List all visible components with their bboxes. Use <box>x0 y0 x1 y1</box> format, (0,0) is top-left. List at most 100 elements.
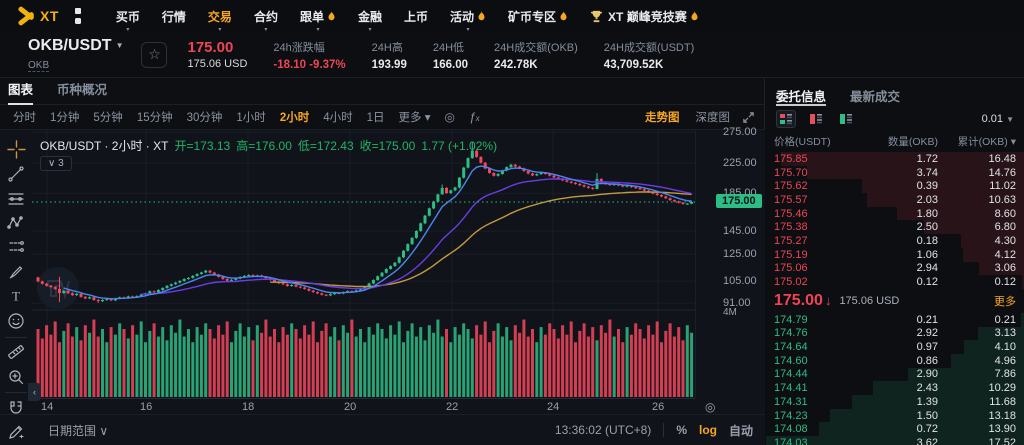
nav-item-9[interactable]: XT 巅峰竞技赛 <box>590 8 699 25</box>
emoji-icon[interactable] <box>3 309 29 332</box>
ask-row[interactable]: 175.38 2.50 6.80 <box>766 220 1024 235</box>
nav-item-6[interactable]: 上币 <box>404 8 428 25</box>
favorite-star-icon[interactable]: ☆ <box>141 41 168 68</box>
ask-row[interactable]: 175.46 1.80 8.60 <box>766 206 1024 221</box>
ruler-icon[interactable] <box>3 340 29 363</box>
precision-dropdown[interactable]: 0.01 ▼ <box>981 113 1014 125</box>
axis-settings-icon[interactable]: ◎ <box>705 400 716 414</box>
indicators-collapsed-badge[interactable]: ∨ 3 <box>40 156 72 171</box>
drawing-toolbar: T <box>0 130 32 445</box>
current-price-badge: 175.00 <box>716 193 762 208</box>
mode-asks-only-icon[interactable] <box>806 110 826 128</box>
nav-item-1[interactable]: 行情 <box>162 8 186 25</box>
order-price: 175.57 <box>774 193 808 206</box>
timeframe-1日[interactable]: 1日 <box>366 112 385 124</box>
ask-row[interactable]: 175.85 1.72 16.48 <box>766 152 1024 166</box>
toggle-line-chart[interactable]: 走势图 <box>645 112 680 124</box>
nav-item-5[interactable]: 金融 ▾ <box>358 8 382 33</box>
apps-grid-icon[interactable] <box>74 8 91 24</box>
forecast-icon[interactable] <box>3 236 29 259</box>
tab-coin-overview[interactable]: 币种概况 <box>57 82 108 97</box>
ask-row[interactable]: 175.27 0.18 4.30 <box>766 234 1024 248</box>
draw-edit-icon[interactable] <box>3 421 29 444</box>
order-price: 174.31 <box>774 395 808 408</box>
trend-line-icon[interactable] <box>3 162 29 185</box>
auto-scale-button[interactable]: 自动 <box>728 423 753 438</box>
bid-row[interactable]: 174.76 2.92 3.13 <box>766 326 1024 341</box>
base-symbol[interactable]: OKB <box>28 59 50 72</box>
legend-low: 低=172.43 <box>297 139 354 153</box>
ask-row[interactable]: 175.19 1.06 4.12 <box>766 247 1024 262</box>
orderbook-mid-price[interactable]: 175.00 ↓ 175.06 USD 更多 <box>766 289 1024 313</box>
ask-row[interactable]: 175.57 2.03 10.63 <box>766 193 1024 207</box>
bid-row[interactable]: 174.31 1.39 11.68 <box>766 395 1024 409</box>
bid-row[interactable]: 174.23 1.50 13.18 <box>766 408 1024 423</box>
nav-item-4[interactable]: 跟单 ▾ <box>300 8 336 33</box>
timeframe-30分钟[interactable]: 30分钟 <box>186 112 223 124</box>
more-link[interactable]: 更多 <box>994 295 1016 308</box>
fullscreen-expand-icon[interactable] <box>742 111 755 124</box>
bid-row[interactable]: 174.44 2.90 7.86 <box>766 367 1024 382</box>
chart-settings-icon[interactable]: ◎ <box>444 110 455 124</box>
chart-canvas[interactable] <box>32 130 695 398</box>
ask-row[interactable]: 175.70 3.74 14.76 <box>766 165 1024 180</box>
timeframe-1分钟[interactable]: 1分钟 <box>50 112 80 124</box>
xabcd-pattern-icon[interactable] <box>3 211 29 234</box>
tab-chart[interactable]: 图表 <box>8 78 34 105</box>
timeframe-15分钟[interactable]: 15分钟 <box>136 112 173 124</box>
crosshair-icon[interactable] <box>3 138 29 161</box>
timeframe-2小时[interactable]: 2小时 <box>279 112 310 124</box>
fib-retracement-icon[interactable] <box>3 187 29 210</box>
toggle-depth-chart[interactable]: 深度图 <box>695 112 731 124</box>
timeframe-4小时[interactable]: 4小时 <box>323 112 353 124</box>
bid-row[interactable]: 174.60 0.86 4.96 <box>766 353 1024 368</box>
timeframe-5分钟[interactable]: 5分钟 <box>93 112 123 124</box>
mode-bids-only-icon[interactable] <box>836 110 856 128</box>
tab-latest-trades[interactable]: 最新成交 <box>850 90 901 104</box>
zoom-in-icon[interactable] <box>3 365 29 388</box>
ask-row[interactable]: 175.06 2.94 3.06 <box>766 261 1024 276</box>
log-scale-button[interactable]: log <box>698 423 717 437</box>
percent-scale-button[interactable]: % <box>676 423 687 437</box>
nav-item-3[interactable]: 合约 ▾ <box>254 8 278 33</box>
toolbar-collapse-handle[interactable]: ‹ <box>28 383 41 401</box>
pair-selector[interactable]: OKB/USDT ▼ OKB <box>28 37 123 73</box>
nav-item-7[interactable]: 活动 ▾ <box>450 8 486 33</box>
ask-row[interactable]: 175.62 0.39 11.02 <box>766 179 1024 194</box>
clock-label[interactable]: 13:36:02 (UTC+8) <box>554 423 652 437</box>
nav-item-2[interactable]: 交易 ▾ <box>208 8 232 33</box>
col-cum[interactable]: 累计(OKB) ▾ <box>957 136 1016 148</box>
nav-item-8[interactable]: 矿币专区 <box>508 8 568 25</box>
bid-row[interactable]: 174.08 0.72 13.90 <box>766 422 1024 437</box>
svg-text:T: T <box>12 289 20 304</box>
order-cum: 14.76 <box>988 166 1016 179</box>
tab-order-info[interactable]: 委托信息 <box>776 86 827 106</box>
xt-logo[interactable]: XT <box>14 6 59 26</box>
order-price: 174.79 <box>774 313 808 326</box>
nav-item-label: XT 巅峰竞技赛 <box>608 9 687 24</box>
nav-item-label: 行情 <box>161 9 186 24</box>
bid-row[interactable]: 174.64 0.97 4.10 <box>766 340 1024 354</box>
depth-bar <box>963 340 1024 354</box>
stat-label: 24H成交额(OKB) <box>494 41 578 54</box>
magnet-icon[interactable] <box>3 396 29 419</box>
candlestick-plot[interactable]: OKB/USDT · 2小时 · XT 开=173.13 高=176.00 低=172… <box>32 130 695 398</box>
timeframe-更多[interactable]: 更多 ▾ <box>398 112 431 124</box>
timeframe-1小时[interactable]: 1小时 <box>236 112 266 124</box>
text-icon[interactable]: T <box>3 285 29 308</box>
brush-icon[interactable] <box>3 260 29 283</box>
price-axis[interactable]: 275.00225.00185.00145.00125.00105.0091.0… <box>695 126 765 398</box>
timeframe-分时[interactable]: 分时 <box>13 112 36 124</box>
date-range-button[interactable]: 日期范围 ∨ <box>48 423 109 438</box>
time-axis[interactable]: 14 16 18 20 22 24 26 <box>32 398 695 414</box>
bid-row[interactable]: 174.79 0.21 0.21 <box>766 312 1024 327</box>
order-cum: 7.86 <box>994 368 1016 381</box>
mode-both-icon[interactable] <box>776 110 796 128</box>
indicators-fx-icon[interactable]: ƒx <box>468 110 480 124</box>
bid-row[interactable]: 174.03 3.62 17.52 <box>766 436 1024 445</box>
time-axis-label: 24 <box>547 401 560 413</box>
order-cum: 0.12 <box>994 276 1016 289</box>
bid-row[interactable]: 174.41 2.43 10.29 <box>766 381 1024 395</box>
nav-item-0[interactable]: 买币 ▾ <box>116 8 140 33</box>
ask-row[interactable]: 175.02 0.12 0.12 <box>766 275 1024 289</box>
